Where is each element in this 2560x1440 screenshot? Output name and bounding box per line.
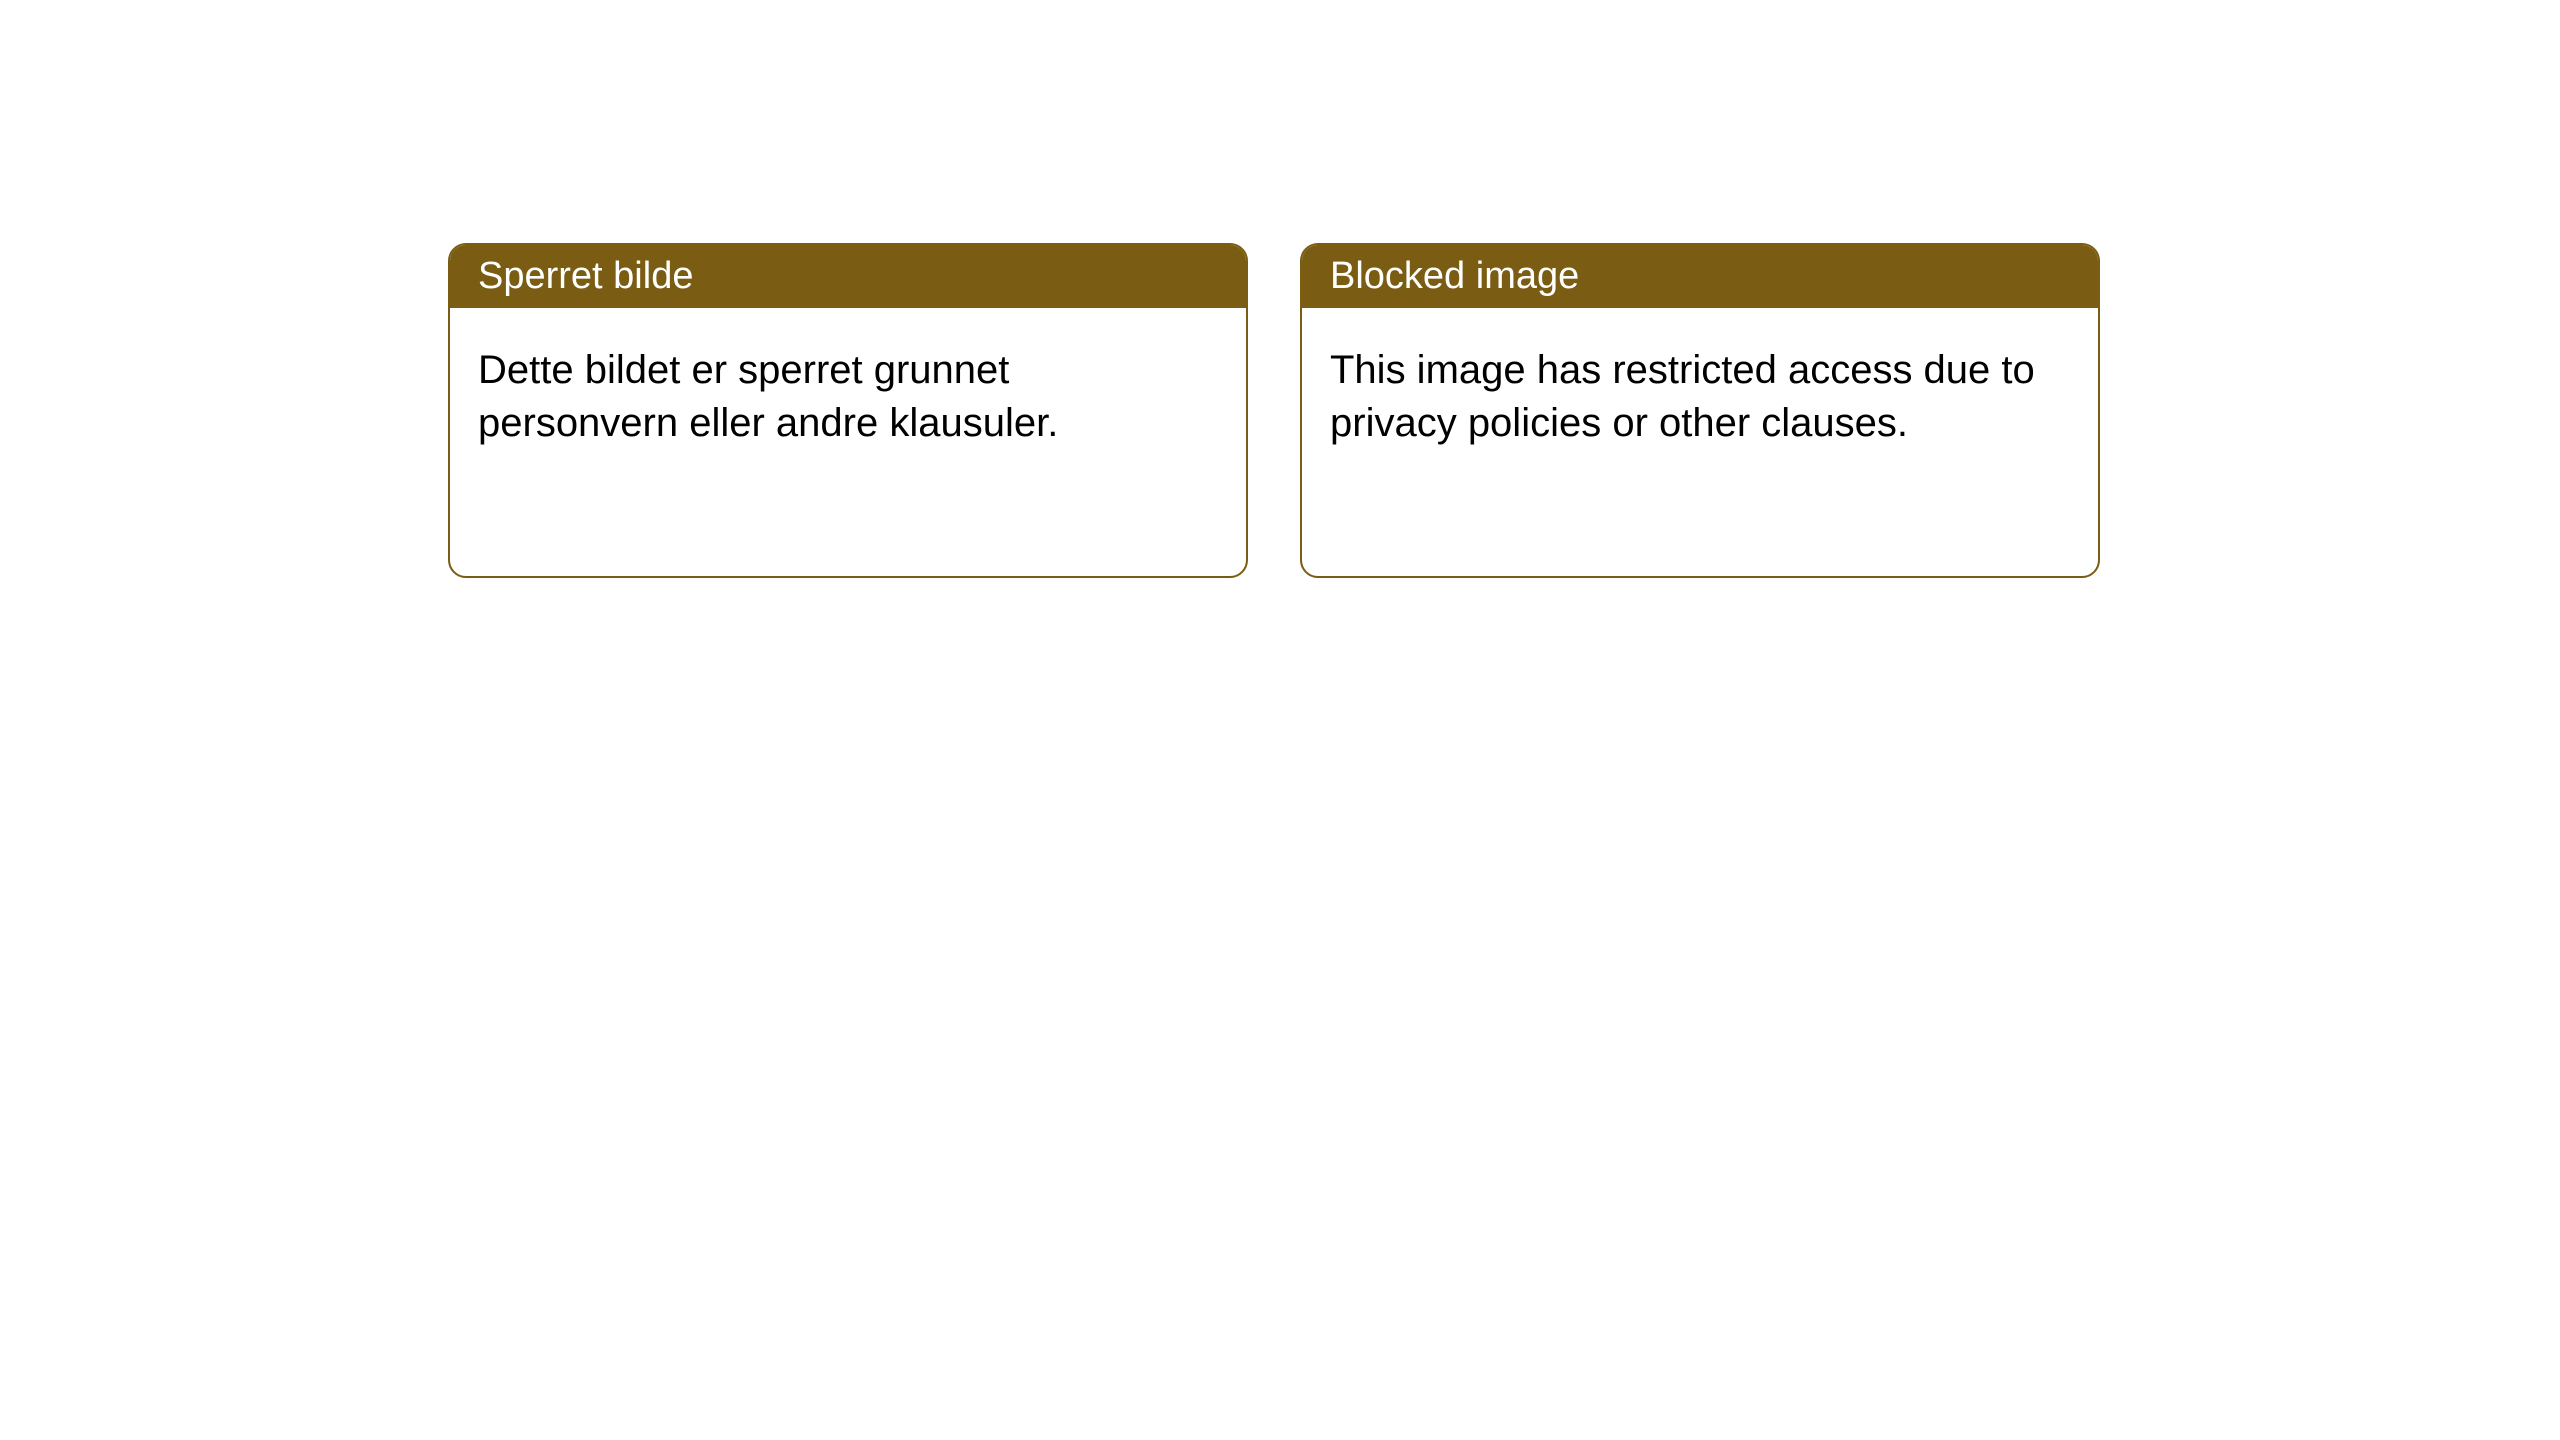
notice-title: Blocked image xyxy=(1330,255,1579,297)
notice-body-text: Dette bildet er sperret grunnet personve… xyxy=(478,348,1058,445)
notice-body: This image has restricted access due to … xyxy=(1302,308,2098,486)
notice-card-norwegian: Sperret bilde Dette bildet er sperret gr… xyxy=(448,243,1248,578)
notice-header: Sperret bilde xyxy=(450,245,1246,308)
notices-container: Sperret bilde Dette bildet er sperret gr… xyxy=(448,243,2100,578)
notice-body: Dette bildet er sperret grunnet personve… xyxy=(450,308,1246,486)
notice-header: Blocked image xyxy=(1302,245,2098,308)
notice-card-english: Blocked image This image has restricted … xyxy=(1300,243,2100,578)
notice-title: Sperret bilde xyxy=(478,255,693,297)
notice-body-text: This image has restricted access due to … xyxy=(1330,348,2035,445)
